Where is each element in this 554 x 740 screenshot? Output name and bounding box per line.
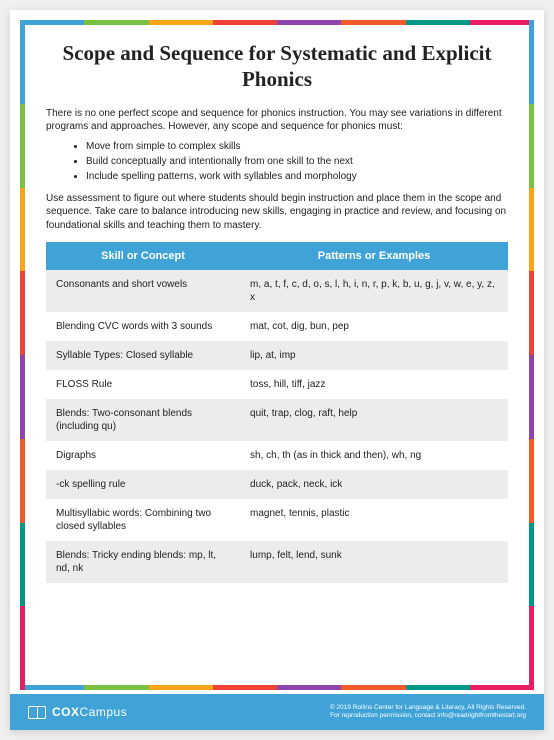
table-header-skill: Skill or Concept [46, 242, 240, 270]
brand-suffix: Campus [80, 705, 128, 719]
table-row: Digraphssh, ch, th (as in thick and then… [46, 441, 508, 470]
table-row: Multisyllabic words: Combining two close… [46, 499, 508, 541]
bullet-item: Build conceptually and intentionally fro… [86, 155, 508, 169]
table-cell: Blending CVC words with 3 sounds [46, 312, 240, 341]
table-cell: lump, felt, lend, sunk [240, 541, 508, 583]
brand-text: COXCampus [52, 705, 127, 719]
border-top [20, 20, 534, 25]
table-cell: mat, cot, dig, bun, pep [240, 312, 508, 341]
footer-logo: COXCampus [28, 705, 127, 719]
table-cell: FLOSS Rule [46, 370, 240, 399]
table-cell: magnet, tennis, plastic [240, 499, 508, 541]
book-icon [28, 706, 46, 719]
table-cell: Multisyllabic words: Combining two close… [46, 499, 240, 541]
bullet-list: Move from simple to complex skills Build… [86, 140, 508, 184]
table-cell: Blends: Two-consonant blends (including … [46, 399, 240, 441]
table-cell: Syllable Types: Closed syllable [46, 341, 240, 370]
table-cell: toss, hill, tiff, jazz [240, 370, 508, 399]
table-row: Consonants and short vowelsm, a, t, f, c… [46, 270, 508, 312]
credit-line-2: For reproduction permission, contact inf… [330, 712, 526, 720]
border-left [20, 20, 25, 690]
table-cell: lip, at, imp [240, 341, 508, 370]
table-row: Syllable Types: Closed syllablelip, at, … [46, 341, 508, 370]
brand-prefix: COX [52, 705, 80, 719]
document-page: Scope and Sequence for Systematic and Ex… [10, 10, 544, 730]
table-row: -ck spelling ruleduck, pack, neck, ick [46, 470, 508, 499]
table-row: Blending CVC words with 3 soundsmat, cot… [46, 312, 508, 341]
intro-paragraph: There is no one perfect scope and sequen… [46, 107, 508, 134]
table-cell: Consonants and short vowels [46, 270, 240, 312]
table-cell: sh, ch, th (as in thick and then), wh, n… [240, 441, 508, 470]
credit-line-1: © 2019 Rollins Center for Language & Lit… [330, 704, 526, 712]
table-cell: m, a, t, f, c, d, o, s, l, h, i, n, r, p… [240, 270, 508, 312]
page-title: Scope and Sequence for Systematic and Ex… [46, 40, 508, 93]
assessment-paragraph: Use assessment to figure out where stude… [46, 192, 508, 233]
skills-table: Skill or Concept Patterns or Examples Co… [46, 242, 508, 583]
bullet-item: Include spelling patterns, work with syl… [86, 170, 508, 184]
table-body: Consonants and short vowelsm, a, t, f, c… [46, 270, 508, 583]
table-row: Blends: Tricky ending blends: mp, lt, nd… [46, 541, 508, 583]
content-area: Scope and Sequence for Systematic and Ex… [46, 40, 508, 680]
table-cell: quit, trap, clog, raft, help [240, 399, 508, 441]
table-row: Blends: Two-consonant blends (including … [46, 399, 508, 441]
table-cell: Digraphs [46, 441, 240, 470]
bullet-item: Move from simple to complex skills [86, 140, 508, 154]
table-row: FLOSS Ruletoss, hill, tiff, jazz [46, 370, 508, 399]
table-cell: -ck spelling rule [46, 470, 240, 499]
table-header-pattern: Patterns or Examples [240, 242, 508, 270]
footer-bar: COXCampus © 2019 Rollins Center for Lang… [10, 694, 544, 730]
table-cell: Blends: Tricky ending blends: mp, lt, nd… [46, 541, 240, 583]
footer-credits: © 2019 Rollins Center for Language & Lit… [330, 704, 526, 721]
table-cell: duck, pack, neck, ick [240, 470, 508, 499]
border-bottom [20, 685, 534, 690]
border-right [529, 20, 534, 690]
